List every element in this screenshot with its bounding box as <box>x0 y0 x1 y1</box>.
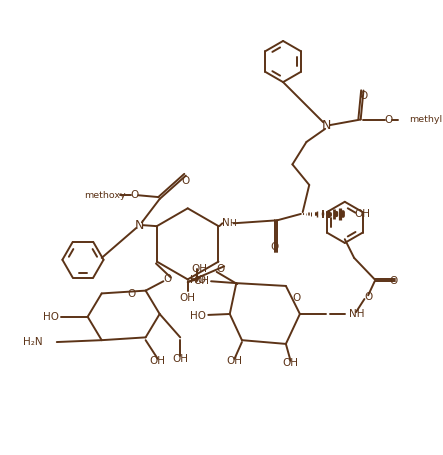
Text: methoxy: methoxy <box>85 191 126 200</box>
Text: O: O <box>389 276 397 286</box>
Text: H₂N: H₂N <box>23 337 43 347</box>
Text: OH: OH <box>194 276 210 286</box>
Text: O: O <box>359 91 368 101</box>
Text: N: N <box>321 119 331 131</box>
Text: OH: OH <box>354 209 370 219</box>
Text: O: O <box>182 176 190 186</box>
Text: H: H <box>229 219 236 228</box>
Text: OH: OH <box>150 356 166 366</box>
Text: O: O <box>364 292 372 302</box>
Text: OH: OH <box>226 356 242 366</box>
Text: OH: OH <box>180 293 196 303</box>
Text: HO: HO <box>43 312 58 322</box>
Text: O: O <box>271 242 279 252</box>
Text: HO: HO <box>190 311 206 321</box>
Text: HO: HO <box>190 275 206 285</box>
Text: N: N <box>222 218 230 228</box>
Text: OH: OH <box>192 264 208 274</box>
Text: O: O <box>216 264 225 274</box>
Text: OH: OH <box>283 358 299 368</box>
Text: OH: OH <box>172 354 188 364</box>
Text: O: O <box>163 274 171 284</box>
Text: O: O <box>130 190 139 200</box>
Text: N: N <box>134 219 144 232</box>
Text: methyl: methyl <box>409 115 443 124</box>
Text: O: O <box>292 293 301 303</box>
Text: O: O <box>127 289 135 299</box>
Text: NH: NH <box>349 309 364 319</box>
Text: O: O <box>385 115 393 125</box>
